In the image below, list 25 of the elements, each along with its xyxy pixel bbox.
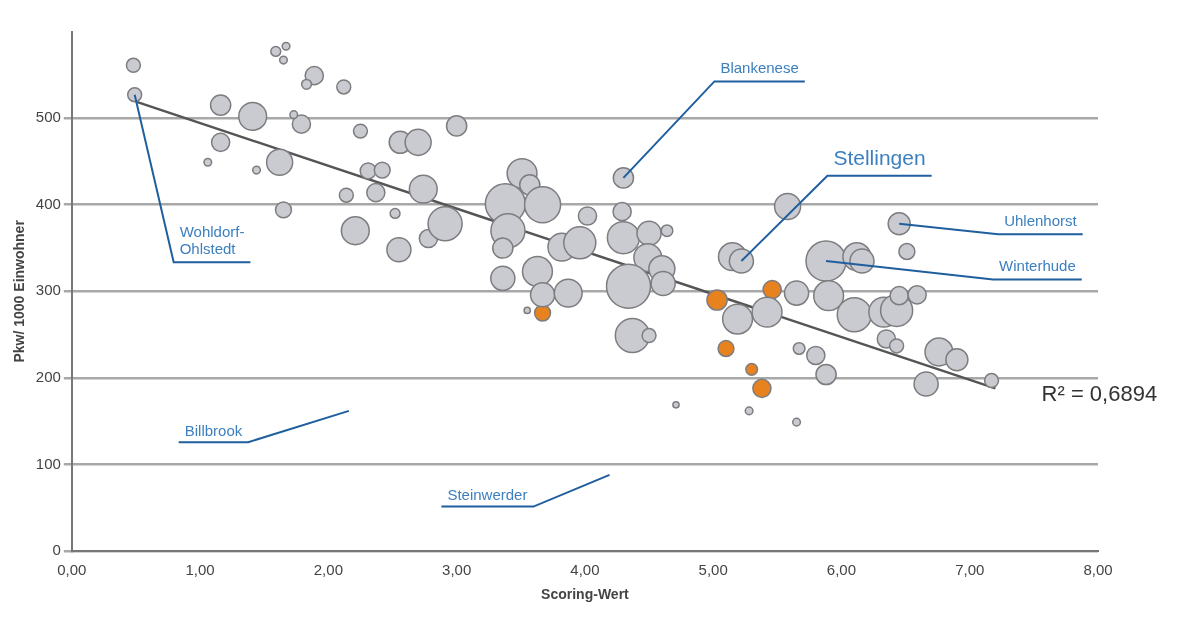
annotation: Wohldorf- Ohlstedt [179,222,245,257]
x-tick-label: 1,00 [185,561,215,579]
annotation: Blankenese [720,59,799,77]
x-axis-title: Scoring-Wert [541,586,630,603]
y-tick-label: 400 [35,194,61,212]
y-tick-label: 500 [35,108,61,126]
y-tick-label: 300 [35,281,61,299]
x-tick-label: 7,00 [955,561,985,579]
y-tick-label: 100 [35,454,61,472]
x-tick-label: 0,00 [57,561,87,579]
x-tick-label: 4,00 [570,561,600,579]
y-axis-title: Pkw/ 1000 Einwohner [11,219,28,363]
annotation: Uhlenhorst [1004,211,1078,229]
annotation: Stellingen [833,145,926,169]
x-tick-label: 8,00 [1083,561,1113,579]
y-tick-label: 0 [52,541,61,559]
annotation: Winterhude [999,257,1076,275]
x-tick-label: 2,00 [313,561,343,579]
x-tick-label: 3,00 [442,561,472,579]
annotation: Billbrook [184,421,243,439]
annotation: R² = 0,6894 [1041,381,1158,407]
x-tick-label: 5,00 [698,561,728,579]
annotation: Steinwerder [447,486,528,504]
y-tick-label: 200 [35,368,61,386]
x-tick-label: 6,00 [826,561,857,579]
